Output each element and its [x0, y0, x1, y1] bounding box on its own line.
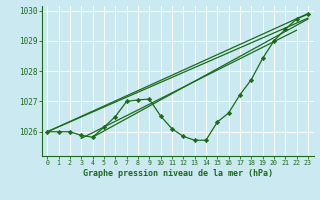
X-axis label: Graphe pression niveau de la mer (hPa): Graphe pression niveau de la mer (hPa) — [83, 169, 273, 178]
